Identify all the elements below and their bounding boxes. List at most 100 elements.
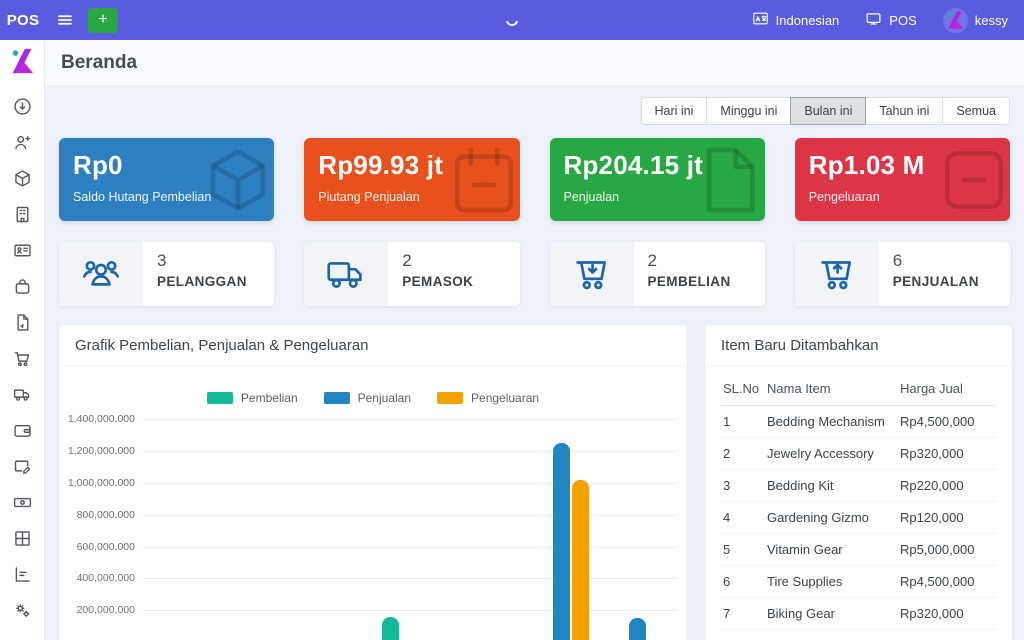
- cell-price: Rp220,000: [900, 469, 996, 502]
- y-axis-tick-label: 1,200,000,000: [67, 445, 135, 458]
- filter-tahun-ini[interactable]: Tahun ini: [865, 97, 944, 125]
- grid-icon[interactable]: [12, 528, 33, 549]
- table-row: 7 Biking Gear Rp320,000: [721, 597, 996, 630]
- truck-icon[interactable]: [12, 384, 33, 405]
- main-content: Beranda Hari ini Minggu ini Bulan ini Ta…: [45, 40, 1024, 640]
- cell-slno: 8: [721, 629, 767, 640]
- pos-terminal-link[interactable]: POS: [865, 10, 917, 30]
- bag-icon[interactable]: [12, 276, 33, 297]
- banknote-icon[interactable]: [12, 492, 33, 513]
- cell-item-name: Tire Supplies: [767, 565, 900, 598]
- stat-card-saldo-hutang[interactable]: Rp0 Saldo Hutang Pembelian: [59, 138, 275, 221]
- y-axis-tick-label: 1,400,000,000: [67, 413, 135, 426]
- file-icon[interactable]: [12, 312, 33, 333]
- count-label: PENJUALAN: [892, 274, 979, 289]
- legend-item[interactable]: Pengeluaran: [437, 391, 539, 405]
- column-slno: SL.No: [721, 371, 767, 406]
- y-axis-tick-label: 200,000,000: [76, 604, 135, 617]
- table-row: 1 Bedding Mechanism Rp4,500,000: [721, 405, 996, 438]
- id-card-icon[interactable]: [12, 240, 33, 261]
- building-icon[interactable]: [12, 204, 33, 225]
- cell-slno: 1: [721, 405, 767, 438]
- cell-price: Rp320,000: [900, 597, 996, 630]
- navbar-right: Indonesian POS kessy: [752, 7, 1024, 33]
- filter-hari-ini[interactable]: Hari ini: [640, 97, 708, 125]
- y-axis-tick-label: 1,000,000,000: [67, 477, 135, 489]
- count-value: 2: [647, 251, 657, 270]
- table-row: 3 Bedding Kit Rp220,000: [721, 469, 996, 502]
- user-menu[interactable]: kessy: [942, 7, 1008, 33]
- items-panel-title: Item Baru Ditambahkan: [705, 325, 1012, 367]
- chart-bar-penjualan: [552, 443, 570, 640]
- chart-legend: Pembelian Penjualan Pengeluaran: [59, 391, 687, 405]
- cell-item-name: Biking Gear: [767, 597, 900, 630]
- new-items-table: SL.No Nama Item Harga Jual 1 Bedding Mech…: [721, 371, 996, 640]
- column-harga-jual: Harga Jual: [900, 371, 996, 406]
- report-icon[interactable]: [12, 564, 33, 585]
- legend-label: Penjualan: [357, 391, 412, 405]
- bar-chart: 1,400,000,000 1,200,000,000 1,000,000,000 8…: [59, 411, 687, 640]
- wallet-icon[interactable]: [12, 420, 33, 441]
- cell-item-name: Vitamin Gear: [767, 533, 900, 566]
- stat-card-pengeluaran[interactable]: Rp1.03 M Pengeluaran: [794, 138, 1010, 221]
- count-card-pemasok[interactable]: 2 PEMASOK: [304, 242, 520, 306]
- count-label: PELANGGAN: [157, 274, 247, 289]
- add-button[interactable]: +: [88, 7, 118, 33]
- app-logo[interactable]: [0, 40, 44, 82]
- filter-minggu-ini[interactable]: Minggu ini: [706, 97, 792, 125]
- cell-slno: 3: [721, 469, 767, 502]
- brand-link[interactable]: POS: [6, 11, 40, 29]
- chart-bar-penjualan: [628, 618, 646, 640]
- legend-swatch: [206, 392, 233, 404]
- count-value: 3: [157, 251, 167, 270]
- stat-label: Saldo Hutang Pembelian: [73, 190, 212, 204]
- sidebar-menu: [12, 96, 33, 621]
- chart-panel: Grafik Pembelian, Penjualan & Pengeluara…: [59, 325, 687, 640]
- note-edit-icon[interactable]: [12, 456, 33, 477]
- table-header-row: SL.No Nama Item Harga Jual: [721, 371, 996, 406]
- legend-swatch: [323, 392, 350, 404]
- menu-icon[interactable]: [56, 11, 74, 29]
- username: kessy: [974, 12, 1008, 28]
- count-cards-row: 3 PELANGGAN 2 PEMASOK 2 PEMB: [59, 242, 1010, 306]
- plus-icon: +: [98, 11, 108, 28]
- cell-item-name: Bedding Mechanism: [767, 405, 900, 438]
- filter-semua[interactable]: Semua: [942, 97, 1010, 125]
- translate-icon: [752, 10, 769, 30]
- count-card-pelanggan[interactable]: 3 PELANGGAN: [59, 242, 275, 306]
- count-card-pembelian[interactable]: 2 PEMBELIAN: [549, 242, 765, 306]
- cell-slno: 4: [721, 501, 767, 534]
- user-plus-icon[interactable]: [12, 132, 33, 153]
- arrow-down-circle-icon[interactable]: [12, 96, 33, 117]
- filter-bulan-ini[interactable]: Bulan ini: [790, 97, 867, 125]
- table-row: 2 Jewelry Accessory Rp320,000: [721, 437, 996, 470]
- stat-value: Rp204.15 jt: [563, 150, 703, 180]
- period-filter-group: Hari ini Minggu ini Bulan ini Tahun ini …: [640, 97, 1010, 125]
- legend-item[interactable]: Pembelian: [206, 391, 298, 405]
- chart-gridline: [143, 578, 677, 580]
- cell-price: Rp4,500,000: [900, 565, 996, 598]
- column-nama-item: Nama Item: [767, 371, 900, 406]
- count-value: 2: [402, 251, 412, 270]
- chart-gridline: [143, 483, 677, 484]
- gears-icon[interactable]: [12, 600, 33, 621]
- bottom-row: Grafik Pembelian, Penjualan & Pengeluara…: [59, 325, 1012, 640]
- package-icon[interactable]: [12, 168, 33, 189]
- cell-price: Rp5,000,000: [900, 533, 996, 566]
- count-value: 6: [892, 251, 903, 270]
- stat-card-penjualan[interactable]: Rp204.15 jt Penjualan: [549, 138, 765, 221]
- avatar: [942, 7, 968, 33]
- stat-card-piutang[interactable]: Rp99.93 jt Piutang Penjualan: [304, 138, 520, 221]
- y-axis-tick-label: 800,000,000: [76, 508, 135, 521]
- cell-slno: 6: [721, 565, 767, 598]
- page-title: Beranda: [61, 51, 138, 73]
- chart-bar-pengeluaran: [571, 479, 589, 640]
- cart-arrow-up-icon: [794, 242, 879, 306]
- legend-item[interactable]: Penjualan: [323, 391, 412, 405]
- cell-price: Rp120,000: [900, 501, 996, 534]
- language-switcher[interactable]: Indonesian: [752, 10, 839, 30]
- count-card-penjualan[interactable]: 6 PENJUALAN: [794, 242, 1010, 306]
- table-row: 8Car GadgetRp220,000: [721, 629, 996, 640]
- cart-icon[interactable]: [12, 348, 33, 369]
